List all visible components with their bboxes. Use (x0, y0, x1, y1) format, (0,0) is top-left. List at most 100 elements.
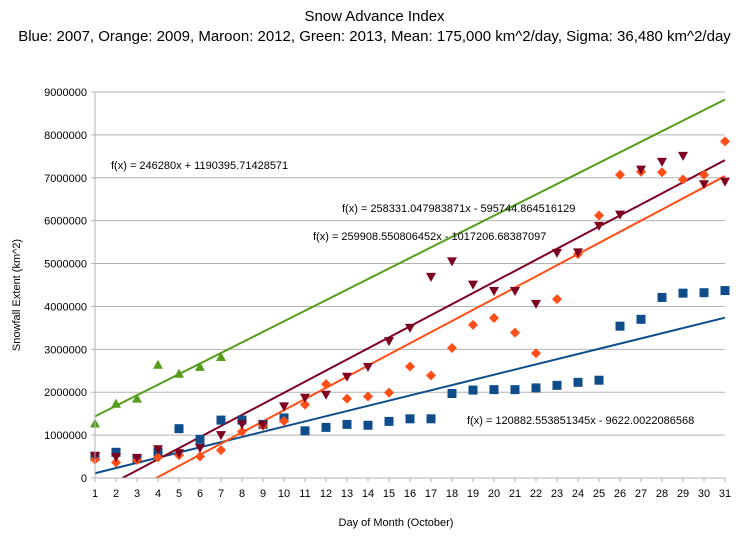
x-tick-label: 9 (260, 488, 266, 500)
trend-equation-label: f(x) = 120882.553851345x - 9622.00220865… (467, 415, 694, 427)
x-tick-label: 26 (614, 488, 626, 500)
x-tick-label: 1 (92, 488, 98, 500)
trend-line (121, 159, 726, 479)
data-point-triangle-up (195, 361, 205, 371)
data-point-square (699, 288, 709, 298)
x-tick-label: 18 (446, 488, 458, 500)
data-point-diamond (678, 174, 688, 185)
data-point-triangle-down (258, 420, 268, 430)
y-tick-label: 6000000 (44, 216, 87, 228)
data-point-triangle-down (594, 221, 604, 231)
data-point-square (594, 375, 604, 385)
data-point-square (174, 424, 184, 434)
data-point-diamond (363, 391, 373, 402)
data-point-triangle-down (363, 362, 373, 372)
data-point-diamond (489, 313, 499, 324)
data-point-triangle-up (216, 352, 226, 362)
data-point-square (678, 288, 688, 298)
data-point-triangle-down (489, 287, 499, 297)
data-point-square (636, 314, 646, 324)
data-point-triangle-down (720, 177, 730, 187)
x-tick-label: 27 (635, 488, 647, 500)
x-tick-label: 8 (239, 488, 245, 500)
x-tick-label: 25 (593, 488, 605, 500)
data-point-triangle-down (195, 443, 205, 453)
data-point-triangle-down (468, 280, 478, 290)
y-tick-label: 1000000 (44, 430, 87, 442)
data-point-diamond (195, 451, 205, 462)
y-tick-label: 5000000 (44, 259, 87, 271)
data-point-triangle-down (636, 165, 646, 175)
trend-line (94, 316, 726, 475)
data-point-triangle-down (384, 337, 394, 347)
data-point-diamond (594, 210, 604, 221)
x-tick-label: 11 (299, 488, 310, 500)
data-point-triangle-up (174, 368, 184, 378)
data-point-diamond (384, 387, 394, 398)
trend-labels: f(x) = 120882.553851345x - 9622.00220865… (111, 160, 694, 427)
data-point-square (531, 383, 541, 393)
x-tick-label: 31 (719, 488, 731, 500)
data-point-triangle-down (321, 390, 331, 400)
data-point-triangle-down (132, 453, 142, 463)
data-point-diamond (699, 169, 709, 180)
data-point-triangle-down (573, 248, 583, 258)
data-point-triangle-down (510, 287, 520, 297)
data-point-triangle-down (699, 180, 709, 190)
y-tick-label: 9000000 (44, 87, 87, 99)
x-tick-label: 21 (509, 488, 521, 500)
x-tick-label: 12 (320, 488, 332, 500)
data-point-diamond (657, 167, 667, 178)
x-tick-label: 10 (278, 488, 290, 500)
y-tick-label: 0 (81, 473, 87, 485)
data-point-square (237, 415, 247, 425)
data-point-square (111, 447, 121, 457)
x-tick-label: 28 (656, 488, 668, 500)
data-point-square (300, 426, 310, 436)
data-point-diamond (615, 169, 625, 180)
data-point-square (342, 419, 352, 429)
data-point-triangle-down (531, 299, 541, 309)
y-tick-label: 2000000 (44, 387, 87, 399)
x-tick-label: 29 (677, 488, 689, 500)
data-point-diamond (111, 457, 121, 468)
y-tick-label: 7000000 (44, 173, 87, 185)
data-point-triangle-down (153, 445, 163, 455)
y-axis-label: Snowfall Extent (km^2) (11, 239, 23, 351)
data-point-diamond (552, 294, 562, 305)
data-point-square (573, 377, 583, 387)
x-tick-label: 23 (551, 488, 563, 500)
x-tick-label: 24 (572, 488, 584, 500)
x-tick-label: 5 (176, 488, 182, 500)
y-tick-label: 4000000 (44, 301, 87, 313)
x-tick-label: 19 (467, 488, 479, 500)
x-tick-label: 2 (113, 488, 119, 500)
data-point-triangle-down (279, 402, 289, 412)
y-tick-label: 8000000 (44, 130, 87, 142)
data-point-square (510, 385, 520, 395)
data-point-triangle-down (405, 323, 415, 333)
data-point-diamond (531, 348, 541, 359)
data-point-triangle-up (111, 398, 121, 408)
data-point-diamond (153, 452, 163, 463)
data-point-triangle-down (615, 210, 625, 220)
x-tick-label: 17 (425, 488, 437, 500)
data-point-triangle-down (216, 431, 226, 441)
data-point-diamond (468, 319, 478, 330)
data-point-square (615, 321, 625, 331)
x-tick-label: 7 (218, 488, 224, 500)
data-point-triangle-up (132, 393, 142, 403)
x-tick-label: 4 (155, 488, 161, 500)
x-tick-label: 22 (530, 488, 542, 500)
data-point-triangle-down (426, 272, 436, 282)
data-point-square (363, 420, 373, 430)
data-point-square (720, 286, 730, 296)
data-point-diamond (279, 415, 289, 426)
data-point-square (426, 414, 436, 424)
data-point-diamond (405, 361, 415, 372)
data-point-diamond (300, 399, 310, 410)
data-point-triangle-down (342, 372, 352, 382)
data-point-diamond (426, 370, 436, 381)
trend-equation-label: f(x) = 246280x + 1190395.71428571 (111, 160, 288, 172)
